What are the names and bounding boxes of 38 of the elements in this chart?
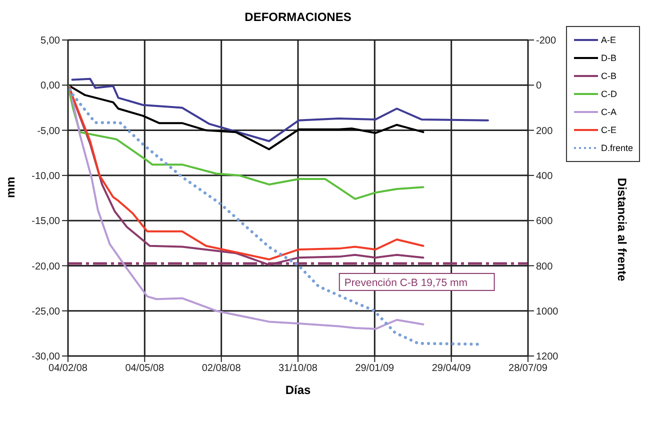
- y-axis-title: mm: [3, 176, 18, 198]
- x-tick-label: 04/02/08: [48, 363, 88, 374]
- x-tick-label: 31/10/08: [278, 363, 318, 374]
- line-series: [71, 78, 489, 142]
- y2-tick-label: 200: [536, 126, 554, 137]
- y-tick-label: 5,00: [40, 36, 60, 47]
- x-axis-title: Días: [285, 383, 311, 397]
- y-tick-label: -25,00: [32, 306, 60, 318]
- legend-label: C-B: [601, 71, 616, 81]
- y2-tick-label: 1000: [536, 306, 559, 318]
- x-tick-label: 28/07/09: [508, 363, 548, 374]
- legend-label: C-D: [601, 89, 617, 99]
- y-tick-label: -10,00: [32, 170, 60, 182]
- legend-label: D.frente: [601, 143, 634, 153]
- line-series: [68, 84, 424, 200]
- line-series: [68, 84, 424, 150]
- x-tick-label: 29/01/09: [355, 363, 395, 374]
- ref-line-label: Prevención C-B 19,75 mm: [344, 276, 468, 289]
- legend-label: C-A: [601, 107, 616, 117]
- y2-tick-label: 800: [536, 261, 554, 272]
- y-tick-label: -15,00: [32, 216, 60, 228]
- chart-title: DEFORMACIONES: [244, 10, 352, 24]
- x-tick-label: 02/08/08: [202, 363, 242, 374]
- y-tick-label: -30,00: [32, 352, 60, 363]
- y2-tick-label: 600: [536, 216, 554, 228]
- y2-axis-title: Distancia al frente: [615, 178, 629, 282]
- legend-label: D-B: [601, 53, 616, 63]
- y-tick-label: -20,00: [32, 261, 60, 272]
- y-tick-label: -5,00: [37, 126, 60, 137]
- y2-tick-label: 400: [536, 170, 554, 182]
- y2-tick-label: -200: [536, 36, 556, 47]
- y2-tick-label: 0: [536, 80, 542, 92]
- legend-label: C-E: [601, 125, 616, 135]
- y2-tick-label: 1200: [536, 352, 559, 363]
- x-tick-label: 04/05/08: [125, 363, 165, 374]
- legend-label: A-E: [601, 35, 616, 45]
- y-tick-label: 0,00: [40, 80, 60, 92]
- x-tick-label: 29/04/09: [432, 363, 472, 374]
